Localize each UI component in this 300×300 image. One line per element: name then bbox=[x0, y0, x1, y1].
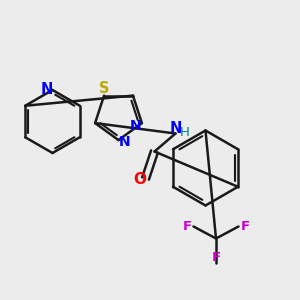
Text: O: O bbox=[134, 172, 147, 188]
Text: S: S bbox=[99, 82, 109, 97]
Text: F: F bbox=[182, 220, 191, 233]
Text: N: N bbox=[40, 82, 53, 98]
Text: F: F bbox=[212, 250, 220, 264]
Text: N: N bbox=[119, 136, 130, 149]
Text: H: H bbox=[180, 126, 190, 139]
Text: N: N bbox=[169, 121, 182, 136]
Text: N: N bbox=[130, 118, 142, 133]
Text: F: F bbox=[241, 220, 250, 233]
